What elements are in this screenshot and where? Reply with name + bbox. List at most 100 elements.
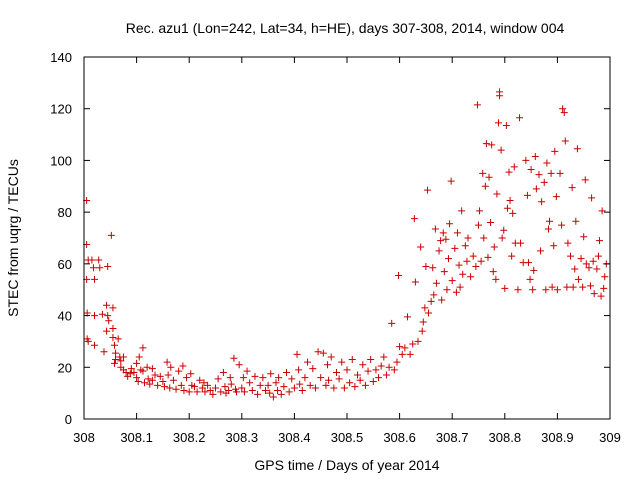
data-point xyxy=(514,286,522,294)
data-point xyxy=(301,374,309,382)
data-point xyxy=(239,374,247,382)
data-point xyxy=(112,349,120,357)
data-point xyxy=(290,384,298,392)
chart-title: Rec. azu1 (Lon=242, Lat=34, h=HE), days … xyxy=(126,20,565,36)
data-point xyxy=(477,257,485,265)
data-point xyxy=(293,350,301,358)
data-point xyxy=(143,363,151,371)
y-tick-label: 0 xyxy=(65,412,72,427)
data-point xyxy=(524,259,532,267)
data-point xyxy=(568,184,576,192)
data-point xyxy=(522,156,530,164)
data-point xyxy=(509,209,517,217)
data-point xyxy=(185,388,193,396)
data-point xyxy=(443,286,451,294)
data-point xyxy=(425,309,433,317)
data-point xyxy=(430,291,438,299)
data-point xyxy=(238,384,246,392)
x-tick-label: 308 xyxy=(73,430,95,445)
data-point xyxy=(206,387,214,395)
data-point xyxy=(475,221,482,229)
data-point xyxy=(446,220,454,228)
data-point xyxy=(560,109,568,117)
data-point xyxy=(469,252,477,260)
data-point xyxy=(597,292,605,300)
data-point xyxy=(523,191,531,199)
x-tick-label: 308.6 xyxy=(383,430,416,445)
data-point xyxy=(385,363,393,371)
data-point xyxy=(398,350,406,358)
data-point xyxy=(431,225,439,233)
data-point xyxy=(461,242,469,250)
data-point xyxy=(538,198,546,206)
data-point xyxy=(225,387,233,395)
data-point xyxy=(527,165,535,173)
data-point xyxy=(156,372,164,380)
data-point xyxy=(175,367,183,375)
data-point xyxy=(411,278,419,286)
data-point xyxy=(200,379,208,387)
data-point xyxy=(139,344,147,352)
data-point xyxy=(369,378,377,386)
data-point xyxy=(105,317,113,325)
data-point xyxy=(144,375,152,383)
data-point xyxy=(590,290,598,298)
data-point xyxy=(295,366,303,374)
data-point xyxy=(348,356,356,364)
data-point xyxy=(95,256,103,264)
data-point xyxy=(107,231,115,239)
data-point xyxy=(84,337,92,345)
data-point xyxy=(480,234,488,242)
data-point xyxy=(459,270,467,278)
data-point xyxy=(488,141,496,149)
data-point xyxy=(364,367,372,375)
x-tick-label: 308.7 xyxy=(436,430,469,445)
data-point xyxy=(543,159,551,167)
x-tick-label: 308.8 xyxy=(489,430,522,445)
data-point xyxy=(551,147,559,155)
data-point xyxy=(306,381,314,389)
data-point xyxy=(508,252,516,260)
data-point xyxy=(193,388,201,396)
data-point xyxy=(556,169,564,177)
data-point xyxy=(547,169,555,177)
data-point xyxy=(372,366,380,374)
axis-ticks-group: 308 308.1 308.2 308.3 308.4 308.5 308.6 308.7 30… xyxy=(50,50,621,445)
x-tick-label: 308.9 xyxy=(541,430,574,445)
data-point xyxy=(148,376,156,384)
data-point xyxy=(410,215,418,223)
data-point xyxy=(169,376,177,384)
data-point xyxy=(361,381,369,389)
data-point xyxy=(254,390,262,398)
data-point xyxy=(587,282,595,290)
data-point xyxy=(579,283,587,291)
data-point xyxy=(91,341,99,349)
data-point xyxy=(272,379,280,387)
data-point xyxy=(269,393,277,401)
data-point xyxy=(91,275,99,283)
data-point xyxy=(327,353,335,361)
data-point xyxy=(601,273,609,281)
data-point xyxy=(117,357,125,365)
data-point xyxy=(251,372,259,380)
data-point xyxy=(401,344,409,352)
data-point xyxy=(248,387,256,395)
data-point xyxy=(429,264,437,272)
data-point xyxy=(127,365,135,373)
data-point xyxy=(109,304,117,312)
data-point xyxy=(553,286,561,294)
data-point xyxy=(179,362,187,370)
data-point xyxy=(330,384,338,392)
data-point xyxy=(109,325,117,332)
data-point xyxy=(259,374,267,382)
data-point xyxy=(380,353,388,361)
data-point xyxy=(227,380,235,388)
data-point xyxy=(96,264,104,272)
data-point xyxy=(388,319,396,327)
data-point xyxy=(280,383,288,391)
data-point xyxy=(414,337,422,345)
data-point xyxy=(500,226,508,234)
data-point xyxy=(375,374,383,382)
data-point xyxy=(421,304,429,312)
data-point xyxy=(438,296,446,304)
